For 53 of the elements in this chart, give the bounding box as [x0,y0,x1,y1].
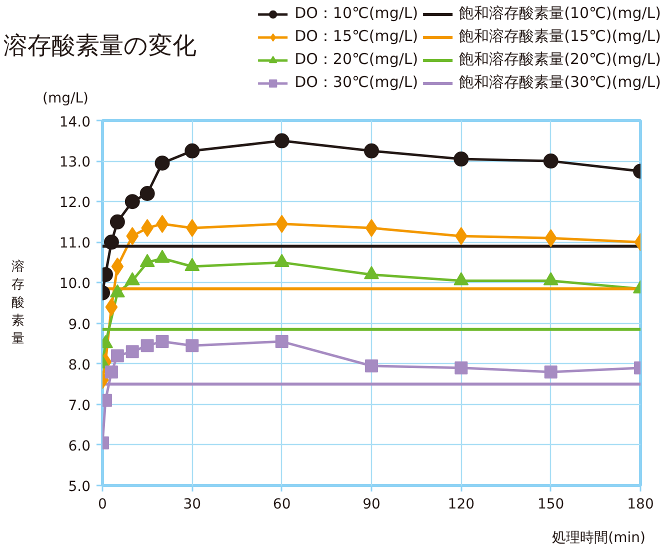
x-axis-title: 処理時間(min) [552,530,646,546]
point [544,365,558,378]
point [111,258,124,276]
y-tick-label: 8.0 [68,357,90,374]
point [126,227,139,246]
legend-label: 飽和溶存酸素量(15℃)(mg/L) [459,27,661,46]
point [140,339,154,352]
y-tick-label: 7.0 [68,398,90,414]
point [126,345,139,358]
legend-label: DO：10℃(mg/L) [294,4,418,23]
y-tick-label: 12.0 [59,195,90,212]
y-tick-label: 14.0 [59,114,90,130]
y-tick-label: 13.0 [59,154,90,171]
y-tick-label: 11.0 [59,236,90,252]
legend-label: 飽和溶存酸素量(10℃)(mg/L) [459,4,661,23]
point [184,143,200,158]
point [110,214,125,230]
point [365,218,378,237]
point [364,143,379,158]
point [105,298,118,316]
point [454,361,468,374]
y-tick-label: 9.0 [68,316,90,333]
y-tick-label: 5.0 [68,479,90,495]
legend-label: 飽和溶存酸素量(30℃)(mg/L) [459,73,661,92]
point [104,365,118,378]
x-tick-label: 90 [362,496,380,512]
point [156,335,169,348]
point [454,152,469,167]
y-tick-label: 10.0 [59,276,90,292]
point [140,186,155,201]
point [124,194,140,210]
legend-label: DO：20℃(mg/L) [294,50,418,69]
chart-title: 溶存酸素量の変化 [4,32,196,60]
point [275,335,288,348]
point [274,133,290,148]
point [365,359,378,372]
x-tick-label: 150 [537,496,564,512]
x-tick-label: 120 [448,496,475,512]
x-tick-label: 60 [272,496,291,512]
point [104,234,119,250]
point [186,339,199,352]
point [110,349,124,362]
text: (mg/L) [42,90,89,106]
x-tick-label: 0 [98,496,107,512]
y-tick-label: 6.0 [68,438,90,454]
legend-label: DO：15℃(mg/L) [294,27,418,46]
y-axis-title: 溶存酸素量 [11,258,24,346]
legend-label: 飽和溶存酸素量(20℃)(mg/L) [459,50,661,69]
x-tick-label: 180 [627,496,654,512]
legend-label: DO：30℃(mg/L) [294,73,418,92]
x-tick-label: 30 [183,496,202,512]
point [543,154,558,169]
point [154,156,170,171]
